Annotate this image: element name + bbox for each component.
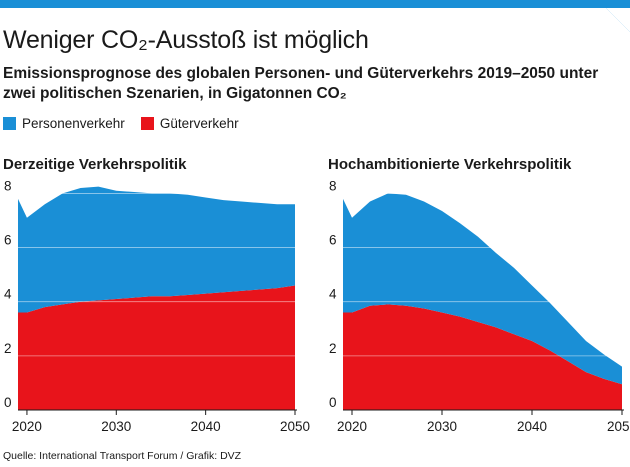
y-tick-2-ambitious: 2 (329, 341, 337, 356)
chart-panel-ambitious: 0 2 4 6 8 2020 2030 2040 2050 (329, 178, 630, 434)
chart-panel-current: 0 2 4 6 8 2020 2030 2040 2050 (4, 178, 310, 434)
y-tick-6-current: 6 (4, 233, 12, 248)
y-tick-2-current: 2 (4, 341, 12, 356)
y-tick-4-ambitious: 4 (329, 287, 337, 302)
y-tick-8-ambitious: 8 (329, 178, 337, 193)
legend-label-personen: Personenverkehr (22, 116, 125, 131)
legend-item-personen: Personenverkehr (3, 116, 125, 131)
panel-title-ambitious: Hochambitionierte Verkehrspolitik (328, 156, 572, 173)
top-accent-bar (0, 0, 630, 8)
x-tick-2040-ambitious: 2040 (517, 419, 547, 434)
area-gueterverkehr-ambitious (343, 304, 622, 410)
y-tick-8-current: 8 (4, 178, 12, 193)
area-gueterverkehr-current (18, 285, 295, 410)
x-tick-2020-current: 2020 (12, 419, 42, 434)
legend-swatch-gueter (140, 117, 154, 130)
x-tick-2050-current: 2050 (280, 419, 310, 434)
charts-svg: 0 2 4 6 8 2020 2030 2040 2050 0 2 4 6 8 2020 2030 2040 2… (4, 178, 630, 434)
legend-swatch-personen (3, 117, 16, 130)
legend-label-gueter: Güterverkehr (159, 116, 239, 131)
area-personenverkehr-current (18, 186, 295, 313)
x-tick-2030-current: 2030 (101, 419, 131, 434)
panel-title-current: Derzeitige Verkehrspolitik (3, 156, 187, 173)
x-tick-2040-current: 2040 (191, 419, 221, 434)
y-tick-6-ambitious: 6 (329, 233, 337, 248)
y-tick-0-ambitious: 0 (329, 395, 337, 410)
legend: Personenverkehr Güterverkehr (3, 116, 255, 131)
chart-title: Weniger CO₂-Ausstoß ist möglich (3, 26, 369, 54)
area-personenverkehr-ambitious (343, 193, 622, 385)
x-tick-2030-ambitious: 2030 (427, 419, 457, 434)
x-tick-2020-ambitious: 2020 (337, 419, 367, 434)
y-tick-0-current: 0 (4, 395, 12, 410)
corner-cut (606, 8, 630, 32)
chart-subtitle: Emissionsprognose des globalen Personen-… (3, 65, 599, 102)
y-tick-4-current: 4 (4, 287, 12, 302)
source-note: Quelle: International Transport Forum / … (3, 450, 242, 462)
legend-item-gueter: Güterverkehr (140, 116, 239, 131)
x-tick-2050-ambitious: 2050 (607, 419, 630, 434)
